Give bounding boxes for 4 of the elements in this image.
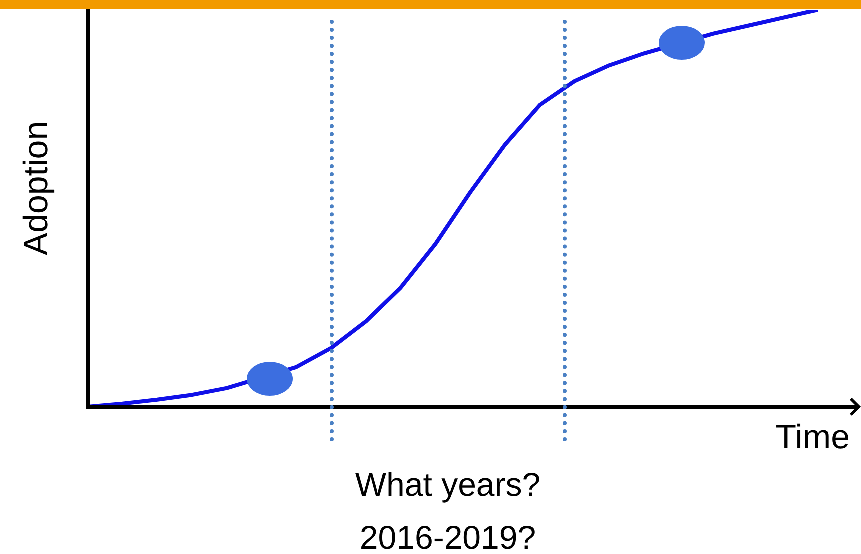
text: What years? <box>355 466 541 504</box>
x-axis-title: Time <box>776 418 850 456</box>
text: 2016-2019? <box>360 519 536 554</box>
y-axis-title: Adoption <box>17 121 56 256</box>
